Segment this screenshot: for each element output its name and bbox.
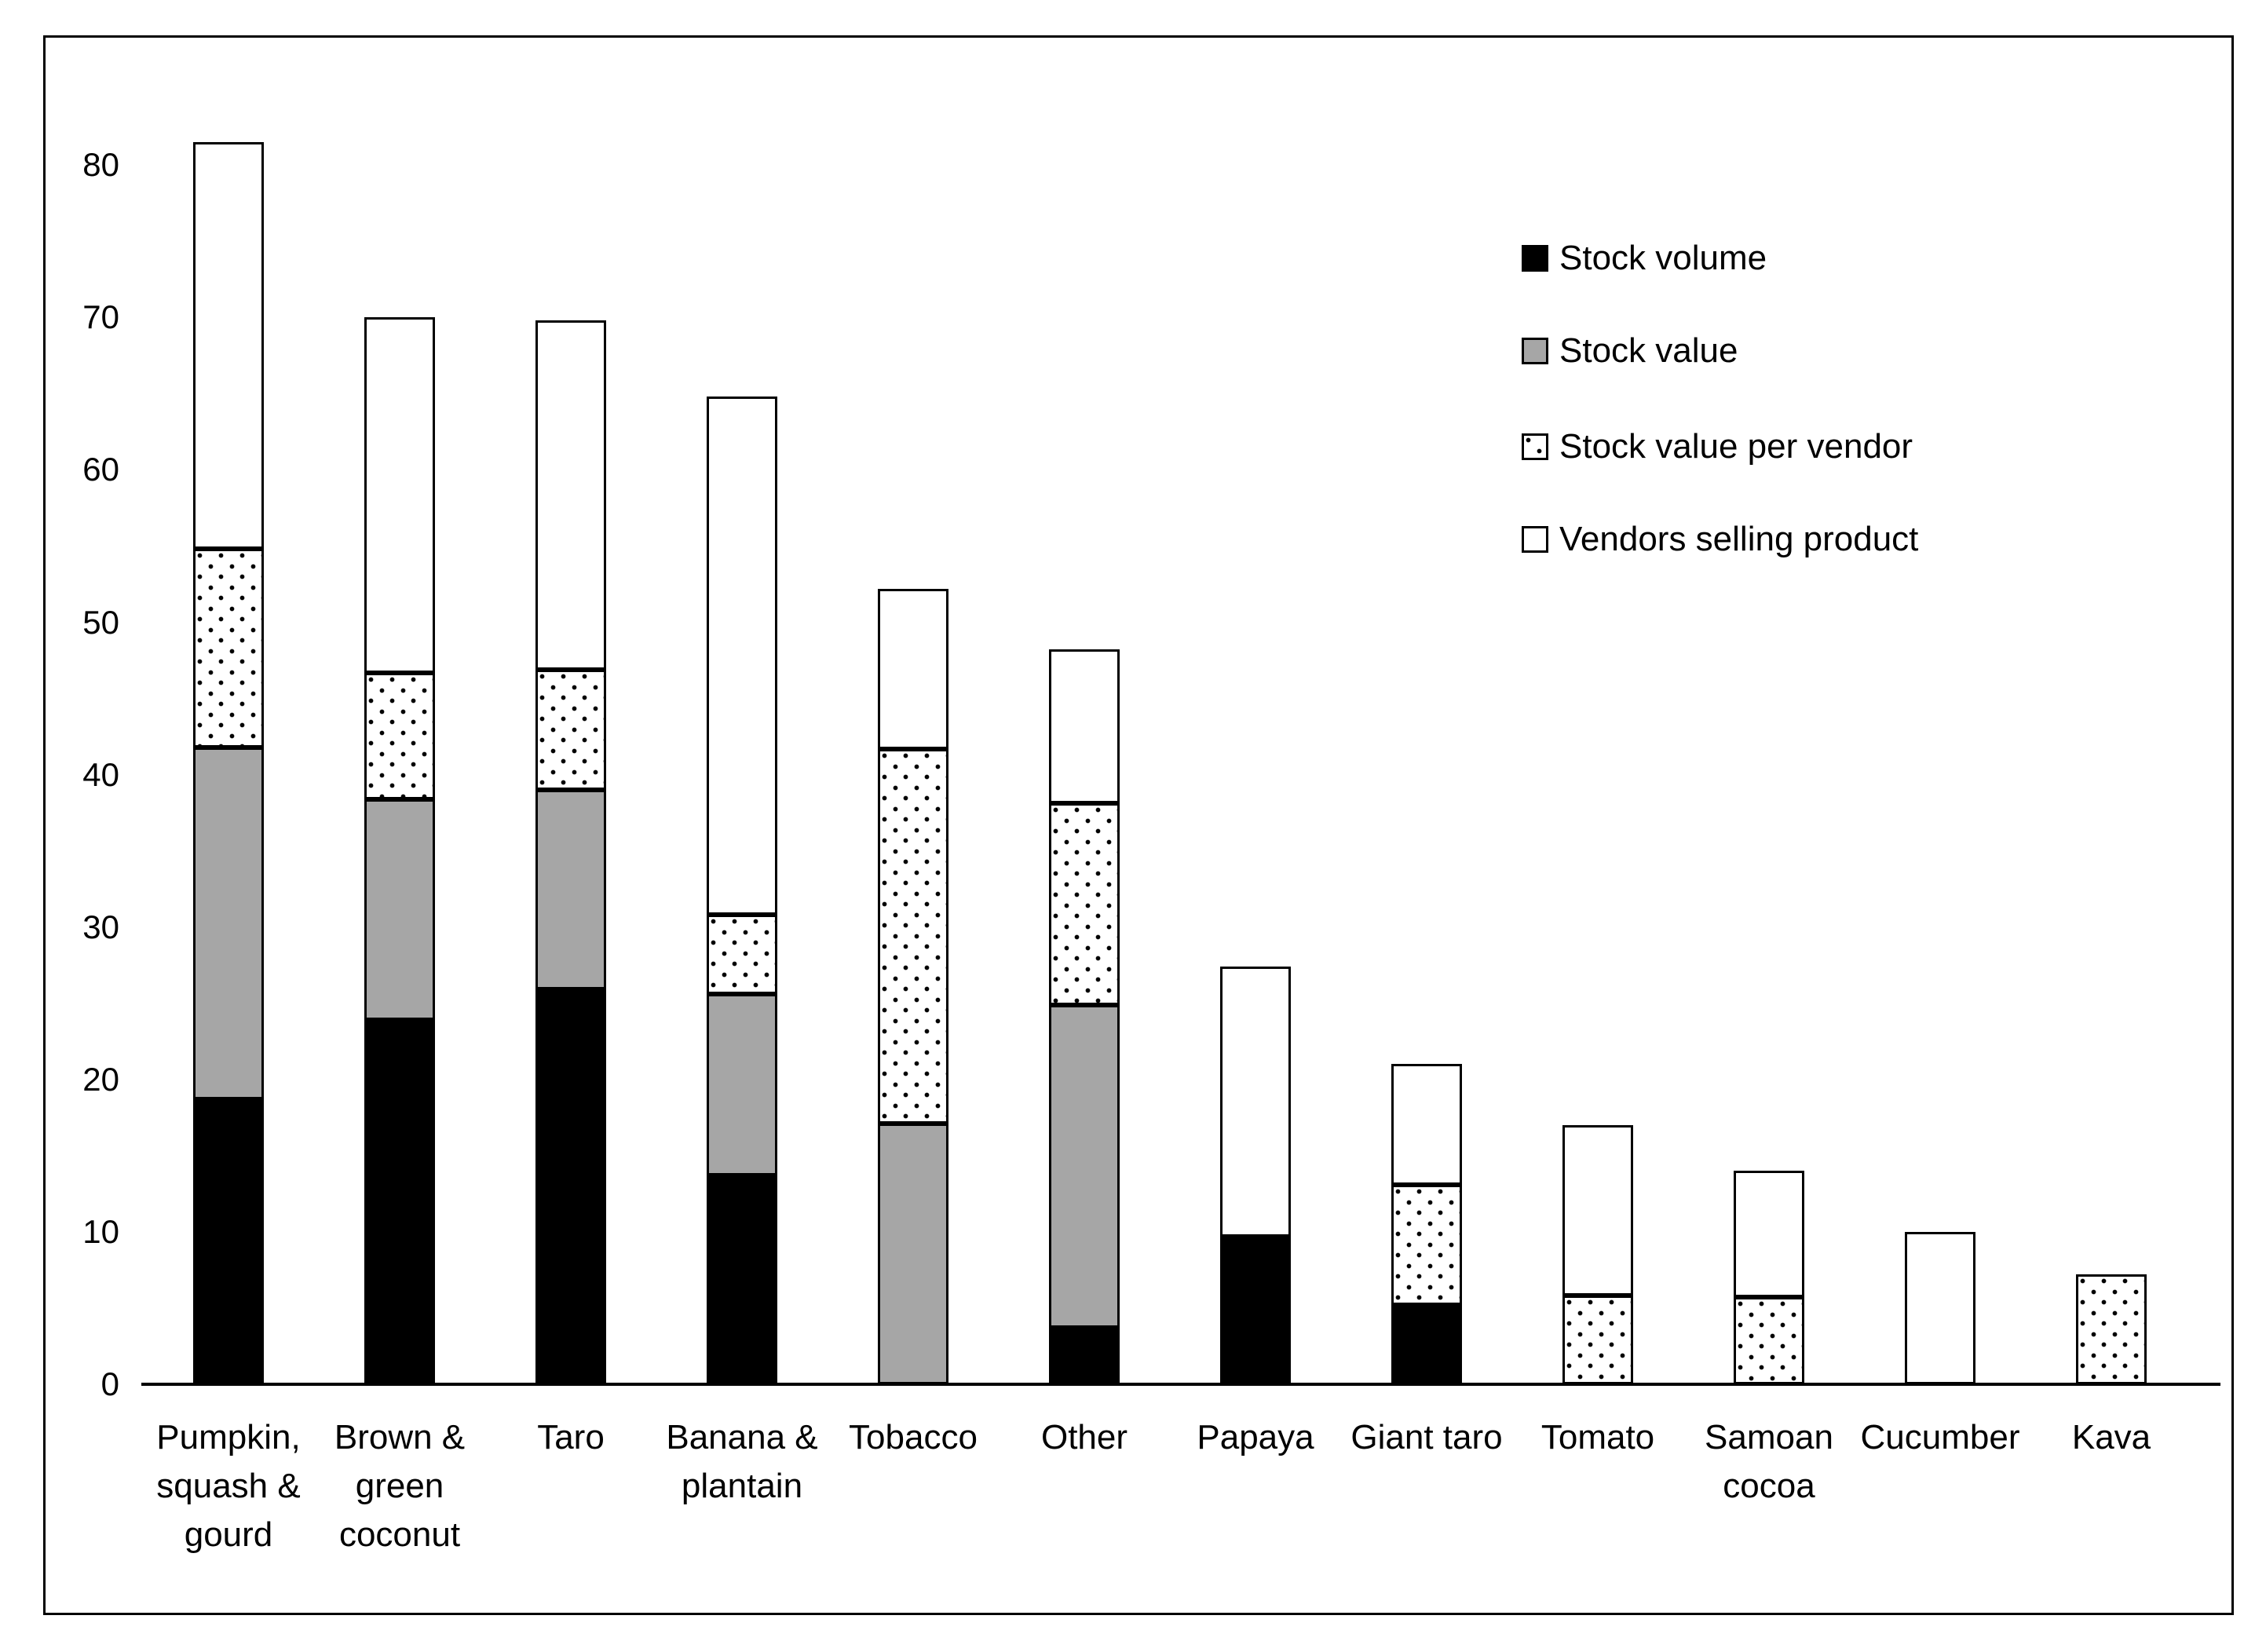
bar-segment xyxy=(707,397,777,916)
bar-segment xyxy=(1049,803,1120,1005)
legend-label: Stock value xyxy=(1559,331,1738,370)
bar-segment xyxy=(2076,1274,2147,1384)
legend-swatch-dotted-icon xyxy=(1522,433,1548,460)
bar-segment xyxy=(535,669,606,790)
bar-segment xyxy=(1734,1171,1804,1298)
bar-segment xyxy=(193,1099,264,1384)
x-category-label: Tomato xyxy=(1540,1418,1655,1456)
bar-segment xyxy=(193,142,264,550)
legend-label: Vendors selling product xyxy=(1559,520,1919,558)
bar-segment xyxy=(193,549,264,747)
bar-segment xyxy=(707,1175,777,1384)
bar-segment xyxy=(1220,1236,1291,1384)
y-tick-label: 70 xyxy=(82,298,119,336)
bar-segment xyxy=(707,915,777,995)
x-category-label: Samoan cocoa xyxy=(1705,1418,1833,1505)
x-category-label: Tobacco xyxy=(849,1418,978,1456)
bar-segment xyxy=(1391,1305,1462,1384)
y-tick-label: 80 xyxy=(82,146,119,184)
bar-segment xyxy=(193,747,264,1100)
y-tick-label: 60 xyxy=(82,451,119,488)
bar-segment xyxy=(364,317,435,673)
bar-segment xyxy=(878,1124,948,1384)
x-category-label: Papaya xyxy=(1197,1418,1314,1456)
bar-segment xyxy=(535,320,606,670)
bar-segment xyxy=(364,1020,435,1384)
x-category-label: Taro xyxy=(537,1418,605,1456)
bar-segment xyxy=(1562,1296,1633,1384)
bar-segment xyxy=(535,790,606,990)
y-tick-label: 40 xyxy=(82,755,119,793)
legend-item-vendors-selling-product: Vendors selling product xyxy=(1522,521,1918,558)
bar-segment xyxy=(1905,1231,1975,1384)
bar-segment xyxy=(1049,649,1120,804)
legend-swatch-black-icon xyxy=(1522,245,1548,272)
legend-label: Stock value per vendor xyxy=(1559,427,1913,466)
x-category-label: Banana & plantain xyxy=(666,1418,818,1505)
y-tick-label: 10 xyxy=(82,1212,119,1250)
legend-swatch-white-icon xyxy=(1522,526,1548,553)
bar-segment xyxy=(1562,1125,1633,1296)
y-tick-label: 50 xyxy=(82,603,119,641)
bar-segment xyxy=(1220,967,1291,1237)
bar-segment xyxy=(878,588,948,749)
legend-item-stock-value: Stock value xyxy=(1522,332,1738,370)
x-category-label: Other xyxy=(1040,1418,1128,1456)
bar-segment xyxy=(1734,1297,1804,1384)
bar-segment xyxy=(535,989,606,1384)
bar-segment xyxy=(364,672,435,799)
legend-swatch-gray-icon xyxy=(1522,338,1548,364)
bar-segment xyxy=(707,994,777,1176)
x-category-label: Pumpkin, squash & gourd xyxy=(156,1418,301,1554)
x-category-label: Kava xyxy=(2071,1418,2151,1456)
x-category-label: Giant taro xyxy=(1350,1418,1503,1456)
x-axis-line xyxy=(141,1383,2220,1386)
bar-segment xyxy=(878,748,948,1124)
bar-segment xyxy=(364,799,435,1021)
bar-segment xyxy=(1049,1328,1120,1384)
legend-label: Stock volume xyxy=(1559,239,1767,277)
x-category-label: Cucumber xyxy=(1860,1418,2020,1456)
x-category-label: Brown & green coconut xyxy=(334,1418,466,1554)
bar-segment xyxy=(1049,1004,1120,1329)
bar-segment xyxy=(1391,1064,1462,1185)
legend-item-stock-value-per-vendor: Stock value per vendor xyxy=(1522,428,1913,466)
bar-segment xyxy=(1391,1184,1462,1306)
legend-item-stock-volume: Stock volume xyxy=(1522,239,1767,277)
y-tick-label: 0 xyxy=(101,1365,119,1402)
y-tick-label: 20 xyxy=(82,1060,119,1098)
y-tick-label: 30 xyxy=(82,908,119,945)
